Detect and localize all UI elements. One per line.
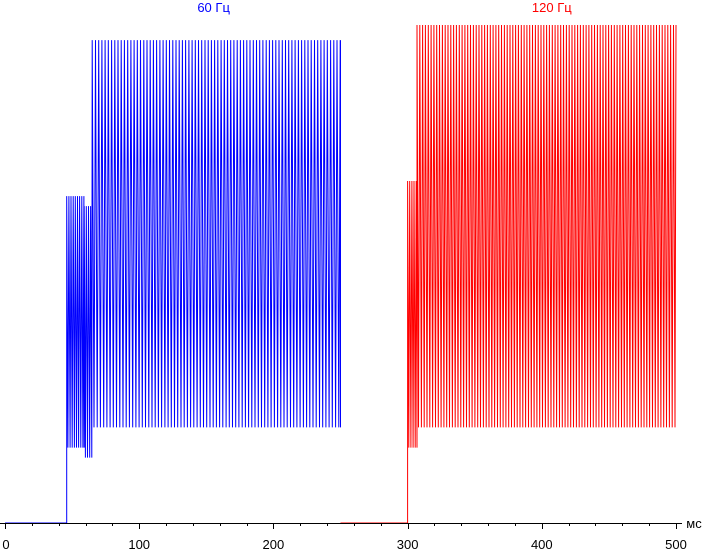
plot-area [5, 24, 677, 524]
x-tick-label: 100 [128, 537, 150, 551]
x-tick-label: 500 [665, 537, 687, 551]
x-tick-label: 200 [263, 537, 285, 551]
x-tick-label: 300 [397, 537, 419, 551]
series-label-60hz: 60 Гц [197, 0, 230, 15]
x-tick-label: 400 [531, 537, 553, 551]
x-axis-unit-label: мс [686, 516, 702, 531]
series-label-120hz: 120 Гц [532, 0, 572, 15]
x-ticks: 0 100 200 300 400 500 [2, 523, 687, 551]
x-tick-label: 0 [2, 537, 9, 551]
series-line-0 [5, 40, 341, 524]
series-line-1 [340, 24, 677, 524]
